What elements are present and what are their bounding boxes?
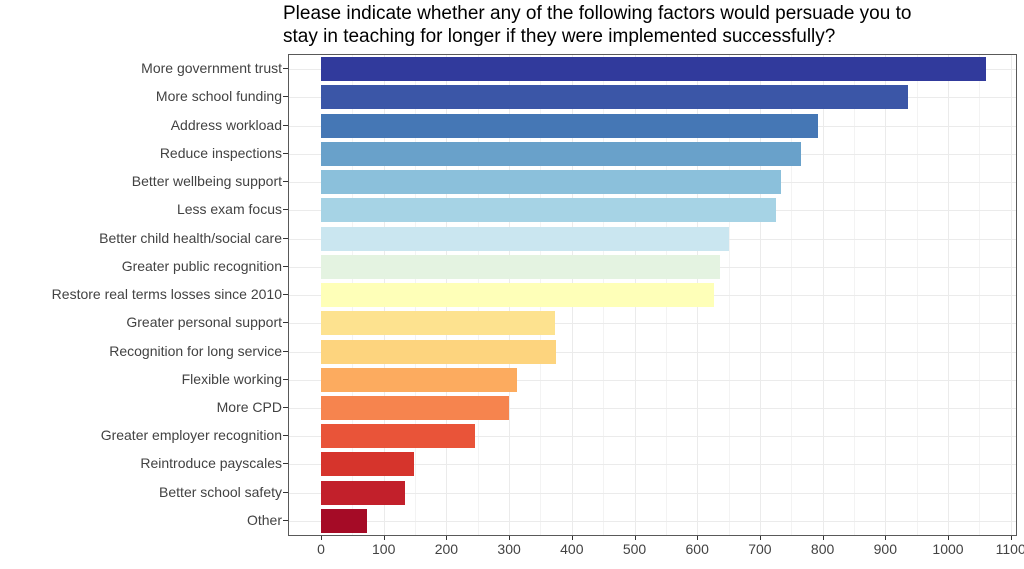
y-tick-mark-5 (283, 209, 288, 211)
x-axis-label-300: 300 (497, 541, 521, 557)
x-tick-mark-600 (697, 536, 699, 540)
bar-more-school-funding (321, 85, 908, 110)
gridline-y-row-12 (289, 407, 1016, 409)
bar-other (321, 508, 368, 533)
y-axis-label-6: Better child health/social care (99, 229, 282, 246)
gridline-y-row-10 (289, 351, 1016, 353)
y-tick-mark-0 (283, 68, 288, 70)
y-axis-label-16: Other (246, 511, 282, 528)
chart-title-line-1: Please indicate whether any of the follo… (283, 3, 912, 24)
y-axis-label-10: Recognition for long service (109, 342, 282, 359)
y-axis-label-5: Less exam focus (176, 201, 282, 218)
x-axis-label-1000: 1000 (932, 541, 964, 557)
y-tick-mark-8 (283, 294, 288, 295)
y-tick-mark-12 (283, 406, 288, 408)
bar-greater-personal-support (321, 311, 555, 336)
y-axis-label-13: Greater employer recognition (100, 427, 282, 444)
bar-more-government-trust (321, 57, 987, 82)
bar-better-child-health-social-care (321, 226, 730, 251)
y-tick-mark-13 (283, 435, 288, 437)
x-axis-label-1100: 1100 (995, 541, 1024, 557)
y-tick-mark-7 (283, 265, 288, 267)
y-tick-mark-11 (283, 378, 288, 380)
x-tick-mark-0 (321, 536, 322, 540)
x-axis-label-0: 0 (317, 541, 325, 557)
bar-restore-real-terms-losses-since-2010 (321, 283, 714, 307)
x-tick-mark-100 (383, 536, 385, 540)
bar-better-wellbeing-support (321, 170, 781, 195)
x-axis-label-100: 100 (372, 541, 396, 557)
x-axis-label-800: 800 (810, 541, 835, 557)
y-axis-label-4: Better wellbeing support (131, 173, 282, 190)
y-axis-label-12: More CPD (216, 398, 282, 415)
y-axis-label-14: Reintroduce payscales (140, 455, 282, 472)
bar-reintroduce-payscales (321, 452, 415, 477)
y-tick-mark-15 (283, 491, 288, 493)
y-axis-label-11: Flexible working (181, 370, 282, 387)
bar-more-cpd (321, 395, 509, 420)
plot-panel (288, 54, 1017, 536)
chart-title: Please indicate whether any of the follo… (283, 3, 1019, 48)
y-axis-label-15: Better school safety (159, 483, 282, 500)
bar-flexible-working (321, 367, 518, 392)
bar-address-workload (321, 113, 818, 138)
x-axis-label-600: 600 (685, 541, 709, 557)
x-axis-label-900: 900 (873, 541, 897, 557)
x-axis-label-700: 700 (748, 541, 772, 557)
x-axis-label-200: 200 (434, 541, 459, 557)
x-tick-mark-1000 (948, 536, 949, 540)
bar-greater-employer-recognition (321, 424, 476, 449)
x-tick-mark-500 (634, 536, 636, 540)
x-tick-mark-400 (571, 536, 573, 540)
y-axis-label-7: Greater public recognition (121, 257, 282, 274)
x-tick-mark-900 (885, 536, 887, 540)
x-tick-mark-700 (759, 536, 761, 540)
y-axis-label-3: Reduce inspections (159, 144, 282, 161)
y-tick-mark-9 (283, 322, 288, 324)
y-tick-mark-4 (283, 181, 288, 183)
y-tick-mark-6 (283, 237, 288, 239)
x-tick-mark-800 (822, 536, 824, 540)
x-tick-mark-200 (446, 536, 448, 540)
x-axis-label-400: 400 (560, 541, 584, 557)
x-tick-mark-300 (509, 536, 511, 540)
y-axis-label-9: Greater personal support (126, 314, 282, 331)
gridline-y-row-13 (289, 436, 1016, 438)
gridline-y-row-16 (289, 520, 1016, 522)
gridline-y-row-15 (289, 492, 1016, 494)
y-axis-label-1: More school funding (155, 88, 282, 105)
bar-less-exam-focus (321, 198, 777, 223)
y-axis-label-8: Restore real terms losses since 2010 (51, 286, 282, 302)
x-axis-label-500: 500 (622, 541, 647, 557)
chart-title-line-2: stay in teaching for longer if they were… (283, 25, 836, 47)
y-tick-mark-1 (283, 96, 288, 98)
x-tick-mark-1100 (1010, 536, 1012, 540)
gridline-y-row-11 (289, 379, 1016, 381)
y-tick-mark-10 (283, 350, 288, 352)
y-tick-mark-16 (283, 519, 288, 521)
gridline-y-row-14 (289, 464, 1016, 466)
bar-better-school-safety (321, 480, 405, 505)
gridline-y-row-9 (289, 323, 1016, 325)
bar-greater-public-recognition (321, 254, 720, 279)
y-axis-label-0: More government trust (141, 60, 282, 77)
y-axis-label-2: Address workload (170, 116, 282, 133)
y-tick-mark-3 (283, 152, 288, 154)
bar-recognition-for-long-service (321, 339, 557, 364)
y-tick-mark-14 (283, 463, 288, 465)
bar-reduce-inspections (321, 141, 801, 166)
y-tick-mark-2 (283, 124, 288, 126)
